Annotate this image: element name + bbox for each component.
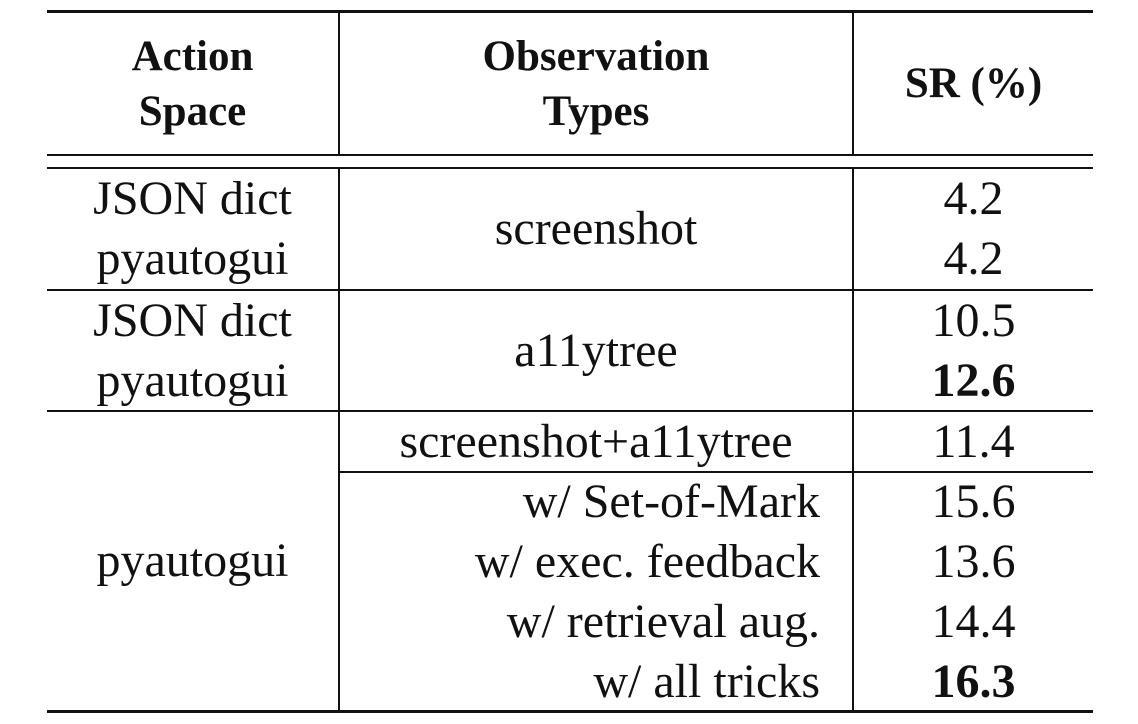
group3-sr-set-of-mark: 15.6 xyxy=(931,474,1016,528)
group1-rule xyxy=(47,289,1093,291)
group3-sub1-sr-value: 11.4 xyxy=(932,414,1015,468)
header-rule-lower xyxy=(47,167,1093,169)
col2-divider-body xyxy=(852,168,854,711)
group3-obs-all-tricks: w/ all tricks xyxy=(593,654,820,708)
group1-sr: 4.2 4.2 xyxy=(854,169,1093,289)
group2-action-space-1: JSON dict xyxy=(93,293,292,347)
col2-divider-header xyxy=(852,12,854,155)
group3-obs-set-of-mark: w/ Set-of-Mark xyxy=(522,474,820,528)
group2-action-space: JSON dict pyautogui xyxy=(47,291,338,410)
header-rule-upper xyxy=(47,154,1093,156)
header-observation-types: Observation Types xyxy=(340,13,852,154)
group1-sr-1: 4.2 xyxy=(943,172,1004,225)
col1-divider-body xyxy=(338,168,340,711)
group1-observation: screenshot xyxy=(340,169,852,289)
group3-sub2-sr: 15.6 13.6 14.4 16.3 xyxy=(854,473,1093,710)
group1-observation-label: screenshot xyxy=(494,202,698,255)
group2-observation-label: a11ytree xyxy=(514,323,678,377)
bottom-rule xyxy=(47,710,1093,713)
group3-sub2-observations: w/ Set-of-Mark w/ exec. feedback w/ retr… xyxy=(340,473,820,710)
group3-action-space: pyautogui xyxy=(47,412,338,710)
group1-action-space: JSON dict pyautogui xyxy=(47,169,338,289)
header-observation-types-line-2: Types xyxy=(542,87,650,135)
group3-action-space-label: pyautogui xyxy=(96,534,289,587)
header-observation-types-line-1: Observation xyxy=(482,32,710,80)
group3-obs-exec-feedback: w/ exec. feedback xyxy=(474,534,820,588)
group2-sr-1: 10.5 xyxy=(931,293,1016,347)
group2-action-space-2: pyautogui xyxy=(96,353,289,407)
header-action-space: Action Space xyxy=(47,13,338,154)
group1-action-space-1: JSON dict xyxy=(93,172,292,225)
header-sr: SR (%) xyxy=(854,13,1093,154)
group3-sub1-sr: 11.4 xyxy=(854,412,1093,471)
group3-sub1-observation-label: screenshot+a11ytree xyxy=(399,414,793,468)
group2-rule xyxy=(47,410,1093,412)
group3-sr-all-tricks: 16.3 xyxy=(931,654,1016,708)
group2-sr: 10.5 12.6 xyxy=(854,291,1093,410)
group3-sub1-observation: screenshot+a11ytree xyxy=(340,412,852,471)
group3-sr-retrieval-aug: 14.4 xyxy=(931,594,1016,648)
group1-sr-2: 4.2 xyxy=(943,232,1004,285)
group1-action-space-2: pyautogui xyxy=(96,232,289,285)
group3-obs-retrieval-aug: w/ retrieval aug. xyxy=(506,594,820,648)
col1-divider-header xyxy=(338,12,340,155)
subrow-rule xyxy=(338,471,1093,473)
group2-sr-2: 12.6 xyxy=(931,353,1016,407)
header-action-space-line-2: Space xyxy=(138,87,247,135)
group2-observation: a11ytree xyxy=(340,291,852,410)
group3-sr-exec-feedback: 13.6 xyxy=(931,534,1016,588)
top-rule xyxy=(47,10,1093,13)
header-sr-label: SR (%) xyxy=(904,60,1043,107)
header-action-space-line-1: Action xyxy=(131,32,254,80)
